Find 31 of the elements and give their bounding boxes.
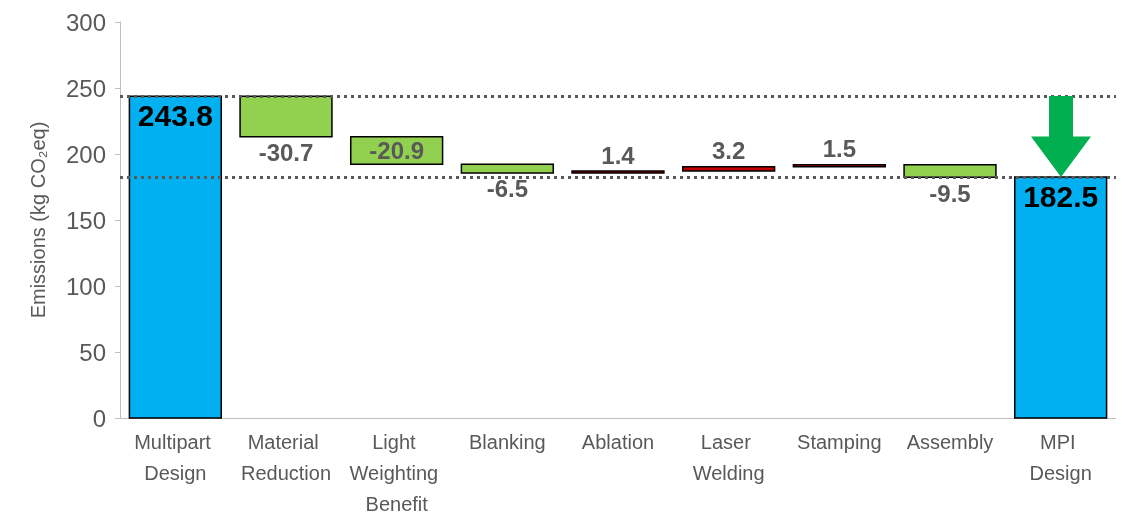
data-label: -9.5 xyxy=(929,179,971,207)
bar xyxy=(903,164,997,179)
data-label: 3.2 xyxy=(711,137,746,165)
data-label: 1.5 xyxy=(822,135,857,163)
x-tick-label: Material Reduction xyxy=(240,430,332,484)
x-tick-label: Stamping xyxy=(797,430,882,453)
x-tick-label: Laser Welding xyxy=(692,430,765,484)
y-tick-label: 50 xyxy=(79,338,106,366)
y-tick-label: 200 xyxy=(65,140,106,168)
x-tick-label: Multipart Design xyxy=(134,430,217,484)
bar xyxy=(460,163,555,174)
x-tick-label: Assembly xyxy=(906,430,994,453)
bar xyxy=(239,95,333,138)
data-label: 243.8 xyxy=(137,98,213,132)
data-label: 1.4 xyxy=(601,141,636,169)
x-tick-label: MPI Design xyxy=(1029,430,1092,484)
y-tick-label: 300 xyxy=(65,8,106,36)
data-label: -6.5 xyxy=(486,175,529,203)
data-label: -20.9 xyxy=(369,137,425,164)
x-tick-label: Ablation xyxy=(581,430,655,453)
y-axis-title: Emissions (kg CO₂eq) xyxy=(27,121,49,319)
bar xyxy=(681,166,776,172)
y-tick-label: 150 xyxy=(65,206,106,234)
y-tick-label: 100 xyxy=(65,272,106,300)
data-label: -30.7 xyxy=(258,139,314,167)
y-tick-label: 250 xyxy=(65,74,106,102)
x-tick-label: Light Weighting Benefit xyxy=(349,430,444,515)
y-tick-label: 0 xyxy=(92,404,106,432)
x-tick-label: Blanking xyxy=(468,430,546,453)
data-label: 182.5 xyxy=(1023,179,1099,213)
bar xyxy=(128,95,223,419)
